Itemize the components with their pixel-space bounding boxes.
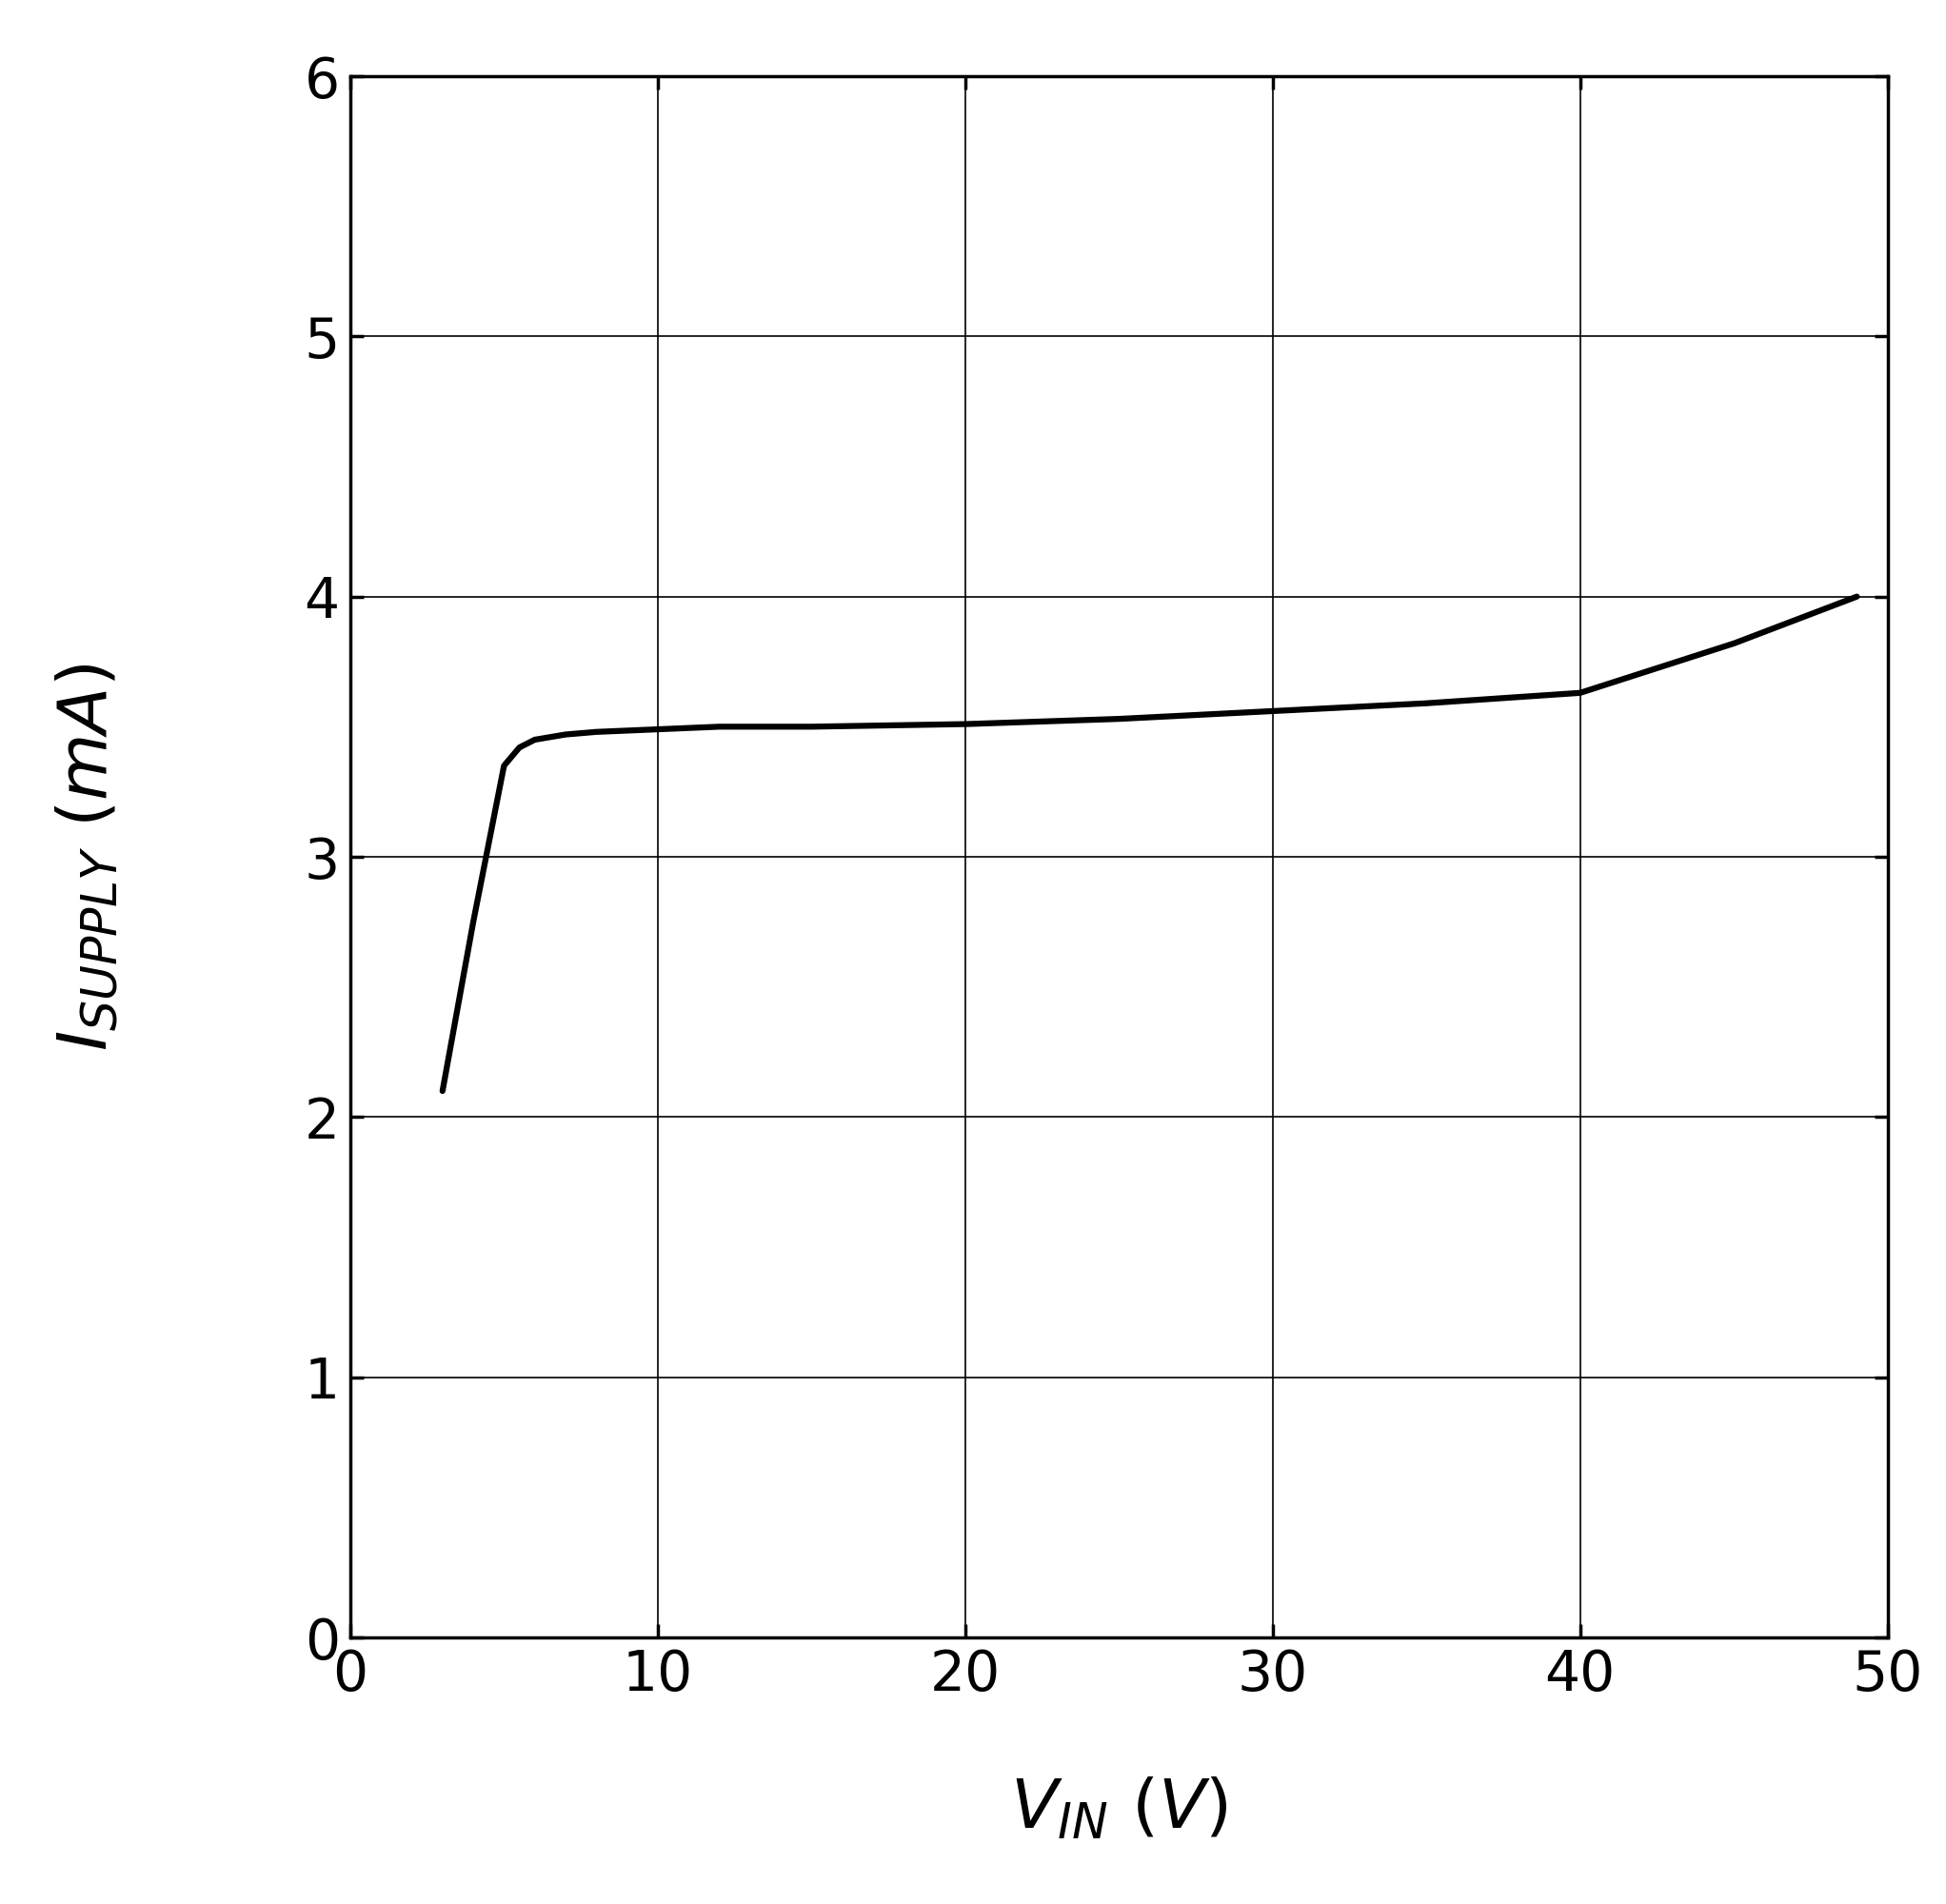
Text: $I_{SUPPLY}$ $(mA)$: $I_{SUPPLY}$ $(mA)$ — [54, 663, 121, 1051]
Text: $V_{IN}$ $(V)$: $V_{IN}$ $(V)$ — [1010, 1776, 1228, 1841]
